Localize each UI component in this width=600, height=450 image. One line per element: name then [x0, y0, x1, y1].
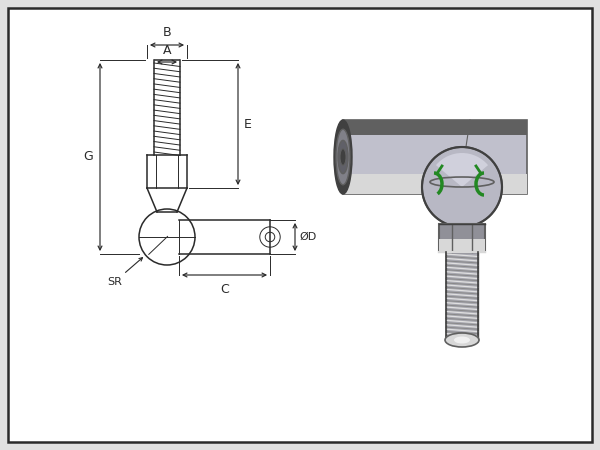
Ellipse shape	[454, 337, 470, 343]
Ellipse shape	[334, 120, 352, 194]
Text: E: E	[244, 117, 252, 130]
Text: A: A	[163, 44, 171, 57]
FancyBboxPatch shape	[343, 120, 527, 194]
Ellipse shape	[340, 148, 346, 165]
Text: ØD: ØD	[299, 232, 316, 242]
Text: SR: SR	[107, 258, 143, 287]
FancyBboxPatch shape	[446, 252, 478, 340]
FancyBboxPatch shape	[343, 120, 527, 135]
Text: B: B	[163, 26, 172, 39]
Ellipse shape	[445, 333, 479, 347]
FancyBboxPatch shape	[343, 174, 527, 194]
Text: C: C	[220, 283, 229, 296]
Wedge shape	[436, 153, 488, 187]
Ellipse shape	[338, 140, 348, 174]
FancyBboxPatch shape	[8, 8, 592, 442]
Text: G: G	[83, 150, 93, 163]
FancyBboxPatch shape	[439, 239, 485, 252]
FancyBboxPatch shape	[439, 224, 485, 252]
FancyBboxPatch shape	[452, 224, 472, 227]
Ellipse shape	[336, 129, 350, 185]
Circle shape	[422, 147, 502, 227]
